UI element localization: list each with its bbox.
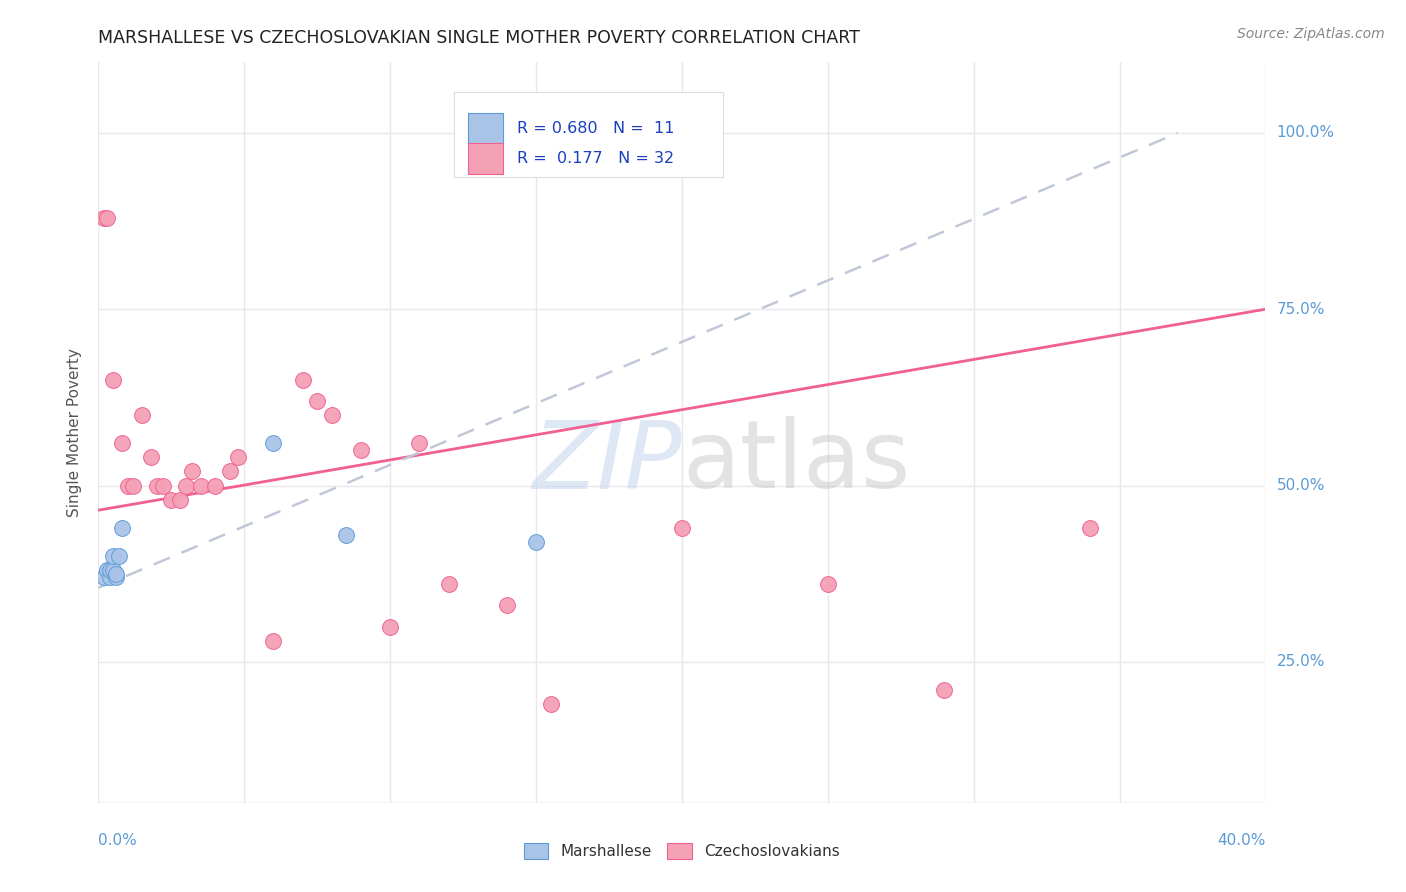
- Point: [307, 393, 329, 408]
- Point: [111, 521, 134, 535]
- Point: [408, 436, 430, 450]
- Point: [98, 563, 121, 577]
- Point: [111, 436, 134, 450]
- Point: [335, 528, 357, 542]
- Point: [540, 697, 562, 711]
- Text: 0.0%: 0.0%: [98, 833, 138, 848]
- Point: [524, 535, 547, 549]
- Point: [671, 521, 693, 535]
- Point: [180, 464, 202, 478]
- Text: 100.0%: 100.0%: [1277, 126, 1334, 140]
- Point: [437, 577, 460, 591]
- Text: 40.0%: 40.0%: [1218, 833, 1265, 848]
- Point: [204, 478, 226, 492]
- Point: [496, 599, 519, 613]
- Point: [101, 549, 124, 563]
- Point: [104, 566, 127, 581]
- Point: [160, 492, 183, 507]
- Point: [190, 478, 212, 492]
- Point: [1080, 521, 1102, 535]
- Point: [174, 478, 197, 492]
- Legend: Marshallese, Czechoslovakians: Marshallese, Czechoslovakians: [517, 838, 846, 865]
- Point: [228, 450, 250, 465]
- Point: [101, 373, 124, 387]
- Point: [104, 570, 127, 584]
- Point: [96, 211, 118, 225]
- Text: atlas: atlas: [682, 417, 910, 508]
- Y-axis label: Single Mother Poverty: Single Mother Poverty: [67, 348, 83, 517]
- Text: ZIP: ZIP: [533, 417, 682, 508]
- Point: [96, 563, 118, 577]
- Point: [262, 436, 284, 450]
- Point: [152, 478, 174, 492]
- Text: R =  0.177   N = 32: R = 0.177 N = 32: [517, 151, 675, 166]
- Point: [934, 683, 956, 698]
- Point: [93, 211, 115, 225]
- Text: MARSHALLESE VS CZECHOSLOVAKIAN SINGLE MOTHER POVERTY CORRELATION CHART: MARSHALLESE VS CZECHOSLOVAKIAN SINGLE MO…: [98, 29, 860, 47]
- Point: [139, 450, 162, 465]
- Text: Source: ZipAtlas.com: Source: ZipAtlas.com: [1237, 27, 1385, 41]
- Text: 50.0%: 50.0%: [1277, 478, 1324, 493]
- Text: 75.0%: 75.0%: [1277, 301, 1324, 317]
- Point: [350, 443, 373, 458]
- Point: [93, 570, 115, 584]
- FancyBboxPatch shape: [454, 92, 723, 178]
- Bar: [468, 113, 503, 145]
- Point: [98, 570, 121, 584]
- Bar: [468, 143, 503, 174]
- Point: [117, 478, 139, 492]
- Point: [122, 478, 145, 492]
- Point: [169, 492, 191, 507]
- Text: R = 0.680   N =  11: R = 0.680 N = 11: [517, 121, 675, 136]
- Point: [262, 633, 284, 648]
- Point: [218, 464, 240, 478]
- Point: [817, 577, 839, 591]
- Text: 25.0%: 25.0%: [1277, 654, 1324, 669]
- Point: [146, 478, 169, 492]
- Point: [380, 619, 402, 633]
- Point: [321, 408, 343, 422]
- Point: [291, 373, 314, 387]
- Point: [101, 563, 124, 577]
- Point: [131, 408, 153, 422]
- Point: [108, 549, 131, 563]
